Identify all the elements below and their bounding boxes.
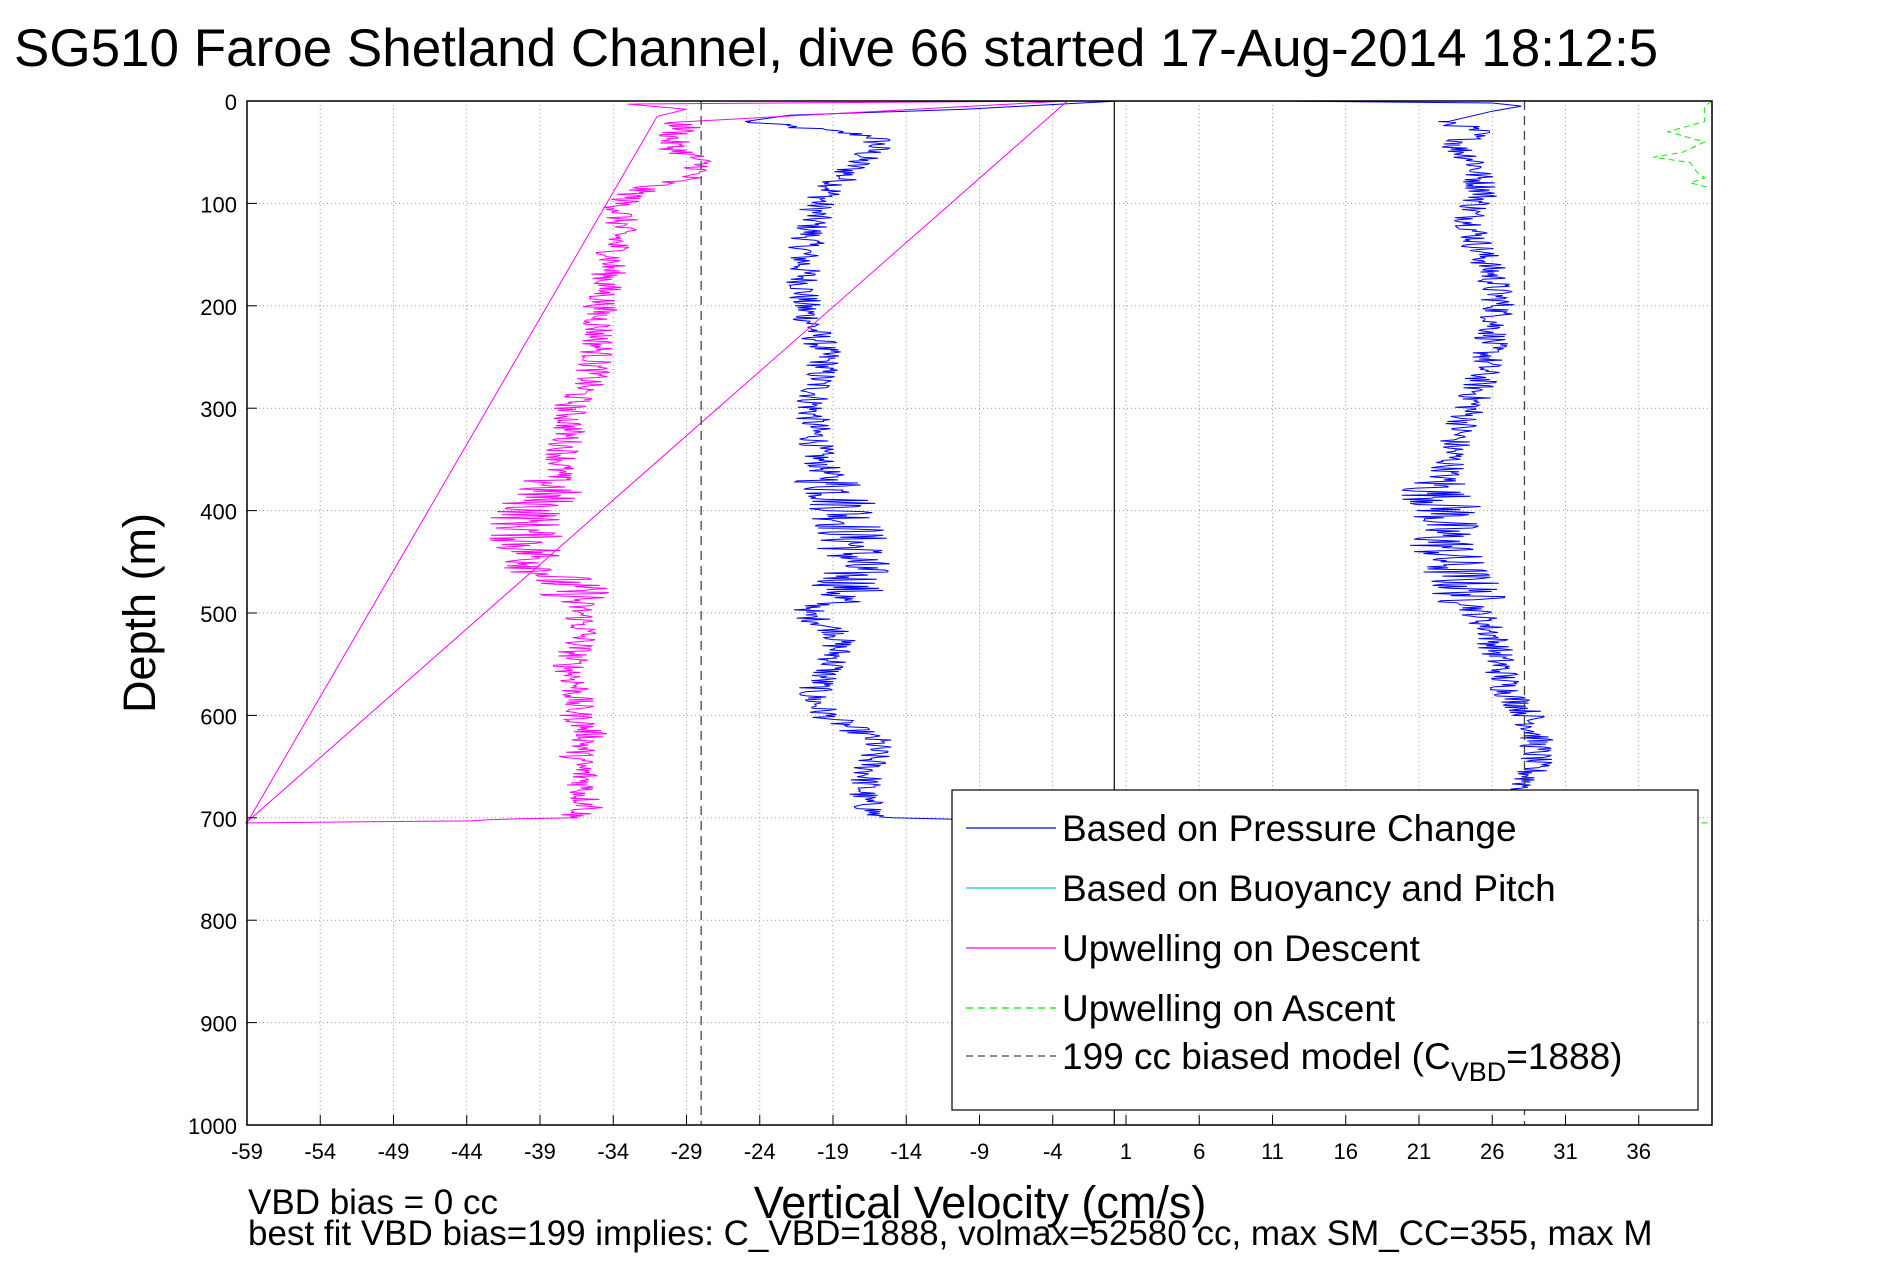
x-axis-label: Vertical Velocity (cm/s) [754,1177,1207,1228]
legend-label: Upwelling on Ascent [1062,988,1396,1029]
legend-label: Upwelling on Descent [1062,928,1421,969]
x-tick-label: -14 [890,1139,922,1164]
x-tick-label: -59 [231,1139,263,1164]
y-tick-label: 0 [225,90,237,115]
y-tick-label: 200 [200,295,237,320]
y-tick-label: 300 [200,397,237,422]
x-tick-label: 31 [1553,1139,1577,1164]
y-axis-label: Depth (m) [114,513,165,713]
legend: Based on Pressure Change Based on Buoyanc… [951,789,1699,1111]
x-tick-label: 1 [1120,1139,1132,1164]
x-tick-label: -34 [597,1139,629,1164]
x-tick-label: 16 [1334,1139,1358,1164]
axis-ticks: -59 -54 -49 -44 -39 -34 -29 -24 -19 -14 -9 -4 1 6 11 16… [188,90,1651,1164]
y-tick-label: 1000 [188,1114,237,1139]
chart-title: SG510 Faroe Shetland Channel, dive 66 st… [14,19,1658,78]
y-tick-label: 900 [200,1012,237,1037]
x-tick-label: -39 [524,1139,556,1164]
series-upwelling-on-descent-line [244,100,1068,824]
series-based-on-pressure-change-line [1272,100,1554,823]
y-tick-label: 700 [200,807,237,832]
legend-box [951,789,1699,1111]
footnote-best-fit: best fit VBD bias=199 implies: C_VBD=188… [248,1214,1653,1253]
legend-label: Based on Pressure Change [1062,808,1517,849]
x-tick-label: 11 [1261,1139,1284,1164]
series-based-on-pressure-change-line [745,100,1119,824]
y-tick-label: 600 [200,704,237,729]
x-tick-label: -44 [451,1139,483,1164]
x-tick-label: 36 [1627,1139,1651,1164]
y-tick-label: 800 [200,909,237,934]
y-tick-label: 100 [200,192,237,217]
x-tick-label: -4 [1043,1139,1063,1164]
y-tick-label: 500 [200,602,237,627]
legend-label: Based on Buoyancy and Pitch [1062,868,1556,909]
x-tick-label: 6 [1193,1139,1205,1164]
x-tick-label: -9 [970,1139,990,1164]
x-tick-label: -29 [671,1139,703,1164]
series-upwelling-on-ascent-line [1653,100,1713,189]
x-tick-label: 26 [1480,1139,1504,1164]
x-tick-label: -19 [817,1139,849,1164]
x-tick-label: 21 [1407,1139,1431,1164]
x-tick-label: -49 [378,1139,410,1164]
x-tick-label: -54 [304,1139,336,1164]
x-tick-label: -24 [744,1139,776,1164]
y-tick-label: 400 [200,500,237,525]
legend-label: 199 cc biased model (CVBD=1888) [1062,1036,1622,1087]
footnote-vbd-bias: VBD bias = 0 cc [248,1183,498,1222]
